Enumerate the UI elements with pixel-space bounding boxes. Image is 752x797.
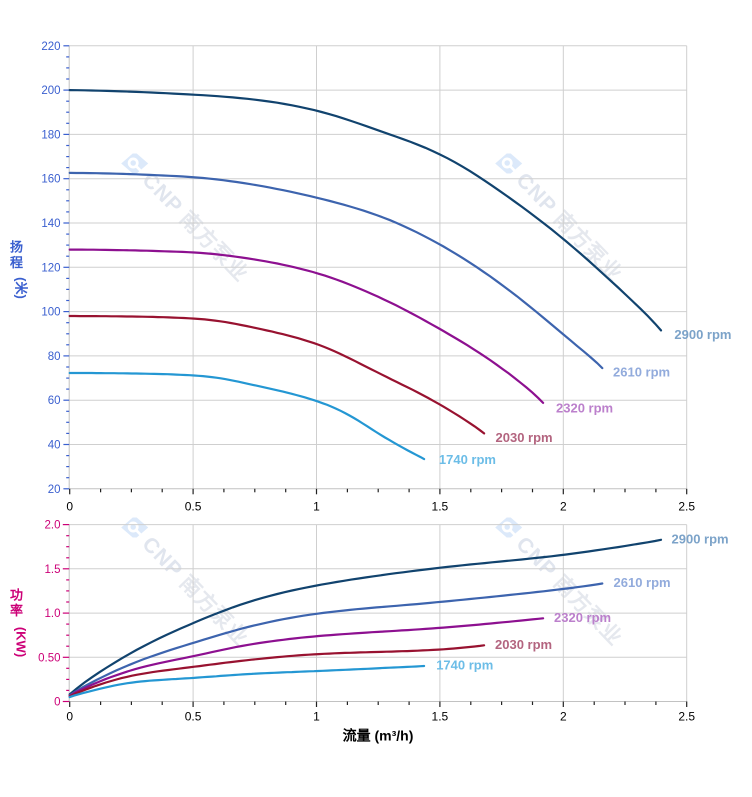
svg-text:40: 40 [48,440,61,452]
svg-text:0.5: 0.5 [185,710,202,724]
svg-text:2.0: 2.0 [45,520,61,532]
svg-text:2: 2 [560,710,567,724]
svg-text:2.5: 2.5 [678,710,695,724]
svg-text:140: 140 [41,218,60,230]
svg-text:流量 (m³/h): 流量 (m³/h) [343,728,414,744]
svg-text:2900 rpm: 2900 rpm [674,327,731,342]
svg-text:0.5: 0.5 [185,499,202,513]
svg-text:功: 功 [10,588,23,603]
svg-text:0.50: 0.50 [38,652,60,664]
svg-text:1.0: 1.0 [45,608,61,620]
svg-text:2610 rpm: 2610 rpm [614,575,671,590]
svg-text:80: 80 [48,351,61,363]
svg-text:CNP 南方泵业: CNP 南方泵业 [138,532,254,651]
svg-text:2: 2 [560,499,567,513]
svg-text:(KW): (KW) [14,627,29,657]
svg-text:扬: 扬 [10,240,23,255]
svg-text:2610 rpm: 2610 rpm [613,365,670,380]
svg-text:2320 rpm: 2320 rpm [556,401,613,416]
svg-text:180: 180 [41,129,60,141]
svg-text:CNP 南方泵业: CNP 南方泵业 [512,168,628,287]
svg-text:160: 160 [41,174,60,186]
svg-text:程: 程 [10,255,23,270]
svg-text:2030 rpm: 2030 rpm [495,637,552,652]
svg-text:0: 0 [54,697,60,709]
svg-text:0: 0 [66,710,73,724]
svg-text:2030 rpm: 2030 rpm [496,430,553,445]
svg-text:1740 rpm: 1740 rpm [436,657,493,672]
svg-text:20: 20 [48,484,61,496]
svg-text:CNP 南方泵业: CNP 南方泵业 [138,168,254,287]
svg-text:2900 rpm: 2900 rpm [672,532,729,547]
svg-text:1.5: 1.5 [45,564,61,576]
svg-text:2.5: 2.5 [678,499,695,513]
svg-text:220: 220 [41,41,60,53]
svg-text:率: 率 [10,603,23,618]
svg-text:1: 1 [313,710,320,724]
svg-text:120: 120 [41,262,60,274]
svg-text:100: 100 [41,307,60,319]
svg-text:60: 60 [48,395,61,407]
svg-text:0: 0 [66,499,73,513]
svg-text:200: 200 [41,85,60,97]
svg-text:1740 rpm: 1740 rpm [439,452,496,467]
svg-text:CNP 南方泵业: CNP 南方泵业 [512,532,628,651]
svg-text:2320 rpm: 2320 rpm [554,610,611,625]
svg-text:1.5: 1.5 [432,710,449,724]
svg-text:1.5: 1.5 [432,499,449,513]
svg-text:(米): (米) [14,277,29,299]
svg-text:1: 1 [313,499,320,513]
